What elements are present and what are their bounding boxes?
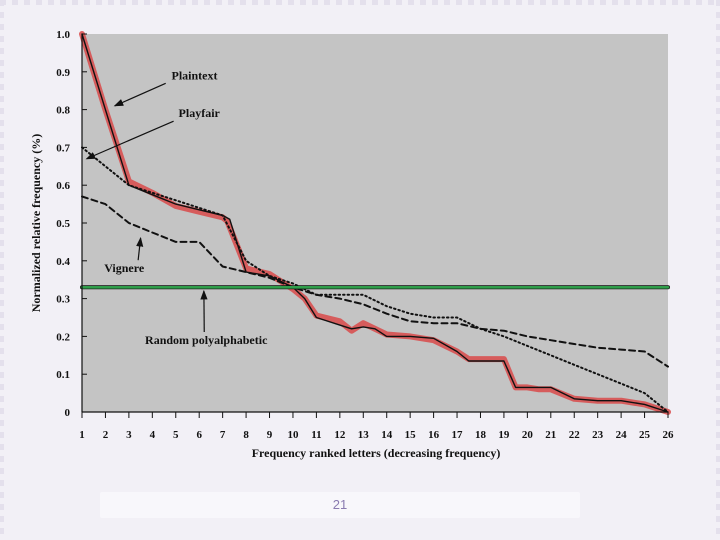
y-tick-label: 0.3 (56, 294, 70, 306)
x-tick-label: 14 (381, 429, 393, 441)
x-tick-label: 15 (405, 429, 417, 441)
decorative-border-left (0, 0, 4, 540)
y-tick-label: 0.2 (56, 331, 70, 343)
footer-bar: 21 (100, 492, 580, 518)
decorative-border-right (716, 0, 720, 540)
x-tick-label: 12 (334, 429, 346, 441)
y-tick-label: 1.0 (56, 29, 70, 41)
y-tick-label: 0.8 (56, 105, 70, 117)
y-tick-label: 0.5 (56, 218, 70, 230)
x-tick-label: 20 (522, 429, 534, 441)
x-tick-label: 22 (569, 429, 581, 441)
x-tick-label: 4 (150, 429, 156, 441)
x-tick-label: 10 (287, 429, 299, 441)
x-tick-label: 9 (267, 429, 273, 441)
series-line-plaintext-band (79, 31, 671, 415)
x-tick-label: 18 (475, 429, 487, 441)
x-tick-label: 2 (103, 429, 109, 441)
y-axis-label: Normalized relative frequency (%) (29, 134, 43, 313)
x-tick-label: 7 (220, 429, 226, 441)
annotation-label: Plaintext (172, 68, 218, 82)
x-tick-label: 24 (616, 429, 628, 441)
x-tick-label: 6 (196, 429, 202, 441)
y-tick-label: 0 (65, 407, 71, 419)
series-line-vignere (81, 195, 669, 368)
y-tick-label: 0.1 (56, 369, 70, 381)
y-tick-label: 0.6 (56, 180, 70, 192)
y-tick-label: 0.7 (56, 142, 70, 154)
x-tick-label: 17 (452, 429, 464, 441)
decorative-border-top (0, 0, 720, 5)
annotation-label: Vignere (104, 261, 145, 275)
annotation-arrow (136, 236, 144, 261)
x-tick-label: 26 (663, 429, 675, 441)
annotation-label: Random polyalphabetic (145, 333, 268, 347)
annotation-arrow (113, 82, 166, 107)
x-tick-label: 25 (639, 429, 651, 441)
x-tick-label: 5 (173, 429, 179, 441)
x-tick-label: 21 (545, 429, 556, 441)
x-tick-label: 3 (126, 429, 132, 441)
x-tick-label: 23 (592, 429, 604, 441)
x-tick-label: 8 (243, 429, 249, 441)
x-axis-label: Frequency ranked letters (decreasing fre… (252, 446, 501, 460)
x-tick-label: 19 (498, 429, 510, 441)
y-tick-label: 0.9 (56, 67, 70, 79)
x-tick-label: 11 (311, 429, 321, 441)
y-tick-label: 0.4 (56, 256, 70, 268)
frequency-chart: Plaintext Playfair Vignere Random polyalpha… (29, 29, 675, 460)
x-tick-label: 1 (79, 429, 85, 441)
series-line-plaintext (81, 33, 669, 413)
page-number: 21 (332, 497, 348, 512)
annotation-arrow (85, 120, 174, 160)
plot-area (82, 34, 668, 412)
x-tick-label: 16 (428, 429, 440, 441)
series-line-playfair (81, 146, 669, 413)
annotation-label: Playfair (179, 106, 221, 120)
x-tick-label: 13 (358, 429, 370, 441)
